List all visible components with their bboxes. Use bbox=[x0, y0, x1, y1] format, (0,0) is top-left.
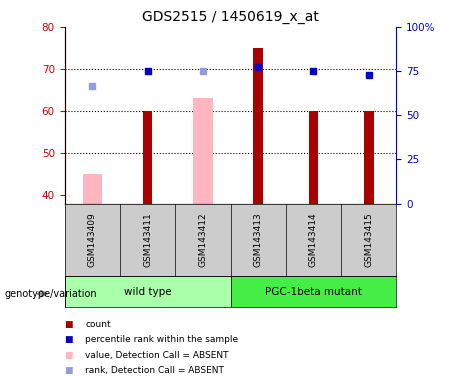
Text: genotype/variation: genotype/variation bbox=[5, 289, 97, 299]
Text: GSM143415: GSM143415 bbox=[364, 213, 373, 267]
Text: GSM143414: GSM143414 bbox=[309, 213, 318, 267]
Text: count: count bbox=[85, 320, 111, 329]
Bar bbox=[142, 111, 153, 204]
Bar bbox=[193, 98, 213, 204]
Bar bbox=[364, 111, 374, 204]
Text: ■: ■ bbox=[65, 335, 73, 344]
Bar bbox=[83, 174, 102, 204]
Text: ■: ■ bbox=[65, 366, 73, 375]
Title: GDS2515 / 1450619_x_at: GDS2515 / 1450619_x_at bbox=[142, 10, 319, 25]
Text: GSM143409: GSM143409 bbox=[88, 213, 97, 267]
Bar bbox=[230, 276, 396, 307]
Bar bbox=[65, 276, 230, 307]
Text: PGC-1beta mutant: PGC-1beta mutant bbox=[265, 287, 362, 297]
Bar bbox=[308, 111, 319, 204]
Text: ■: ■ bbox=[65, 320, 73, 329]
Text: rank, Detection Call = ABSENT: rank, Detection Call = ABSENT bbox=[85, 366, 224, 375]
Text: GSM143411: GSM143411 bbox=[143, 213, 152, 267]
Text: percentile rank within the sample: percentile rank within the sample bbox=[85, 335, 238, 344]
Text: ■: ■ bbox=[65, 351, 73, 360]
Bar bbox=[253, 48, 263, 204]
Text: wild type: wild type bbox=[124, 287, 171, 297]
Text: value, Detection Call = ABSENT: value, Detection Call = ABSENT bbox=[85, 351, 229, 360]
Text: GSM143413: GSM143413 bbox=[254, 213, 263, 267]
Text: GSM143412: GSM143412 bbox=[198, 213, 207, 267]
